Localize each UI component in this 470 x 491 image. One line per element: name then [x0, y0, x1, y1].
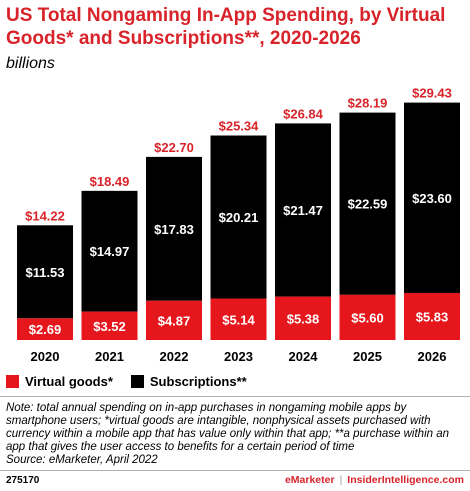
bar-virtual-goods	[404, 292, 460, 340]
bar-subscriptions	[81, 190, 138, 312]
brand-emarketer: eMarketer	[284, 474, 335, 486]
data-label-virtual-goods: $5.83	[416, 309, 449, 324]
x-tick-label: 2021	[95, 349, 124, 364]
data-label-total: $29.43	[412, 86, 452, 101]
source-text: Source: eMarketer, April 2022	[6, 454, 158, 466]
footer-brand: eMarketer | InsiderIntelligence.com	[285, 474, 464, 486]
x-tick-label: 2020	[31, 349, 60, 364]
bar-subscriptions	[17, 225, 73, 319]
bar-virtual-goods	[17, 318, 73, 340]
data-label-subscriptions: $14.97	[90, 244, 130, 259]
data-label-total: $14.22	[25, 208, 65, 223]
legend-item-subscriptions: Subscriptions**	[130, 373, 247, 389]
data-label-subscriptions: $11.53	[25, 265, 64, 280]
brand-separator: |	[339, 474, 343, 486]
bar-virtual-goods	[210, 298, 267, 340]
data-label-total: $26.84	[283, 106, 324, 121]
x-tick-label: 2024	[289, 349, 319, 364]
bar-subscriptions	[275, 123, 331, 297]
legend-label-subscriptions: Subscriptions**	[149, 373, 247, 389]
data-label-subscriptions: $21.47	[283, 203, 323, 218]
bar-subscriptions	[339, 112, 396, 295]
legend-swatch-subscriptions	[130, 374, 144, 388]
divider-bottom	[0, 470, 470, 471]
data-label-subscriptions: $22.59	[348, 197, 388, 212]
divider-top	[0, 396, 470, 397]
data-label-virtual-goods: $5.14	[222, 312, 255, 327]
brand-insider-intelligence: InsiderIntelligence.com	[347, 474, 464, 486]
data-label-virtual-goods: $5.38	[287, 311, 320, 326]
bar-virtual-goods	[275, 296, 331, 340]
bar-subscriptions	[404, 102, 460, 293]
data-label-subscriptions: $20.21	[219, 210, 259, 225]
data-label-subscriptions: $23.60	[412, 191, 452, 206]
stacked-bar-chart: $11.53 $2.69 $14.22 2020 $14.97 $3.52 $18.49 20…	[17, 86, 460, 364]
data-label-subscriptions: $17.83	[154, 222, 194, 237]
chart-id: 275170	[6, 475, 40, 486]
chart-subtitle: billions	[6, 55, 55, 72]
legend-swatch-virtual-goods	[6, 374, 19, 388]
data-label-virtual-goods: $5.60	[351, 310, 384, 325]
data-label-virtual-goods: $3.52	[93, 319, 126, 334]
x-tick-label: 2025	[353, 349, 382, 364]
legend-label-virtual-goods: Virtual goods*	[25, 373, 113, 389]
x-tick-label: 2022	[160, 349, 189, 364]
bar-subscriptions	[210, 135, 267, 299]
note-text: Note: total annual spending on in-app pu…	[6, 402, 450, 453]
data-label-virtual-goods: $2.69	[29, 322, 62, 337]
x-tick-label: 2023	[224, 349, 253, 364]
data-label-total: $25.34	[219, 119, 260, 134]
bar-virtual-goods	[339, 294, 396, 340]
legend: Virtual goods* Subscriptions**	[6, 372, 265, 390]
legend-item-virtual-goods: Virtual goods*	[6, 374, 113, 389]
data-label-total: $22.70	[154, 140, 194, 155]
chart-title: US Total Nongaming In-App Spending, by V…	[6, 5, 446, 49]
data-label-virtual-goods: $4.87	[158, 313, 191, 328]
data-label-total: $18.49	[90, 174, 130, 189]
data-label-total: $28.19	[348, 96, 388, 111]
bar-subscriptions	[146, 156, 202, 301]
bar-virtual-goods	[146, 300, 202, 340]
footnote: Note: total annual spending on in-app pu…	[6, 402, 468, 467]
x-tick-label: 2026	[418, 349, 447, 364]
bar-virtual-goods	[81, 311, 138, 340]
